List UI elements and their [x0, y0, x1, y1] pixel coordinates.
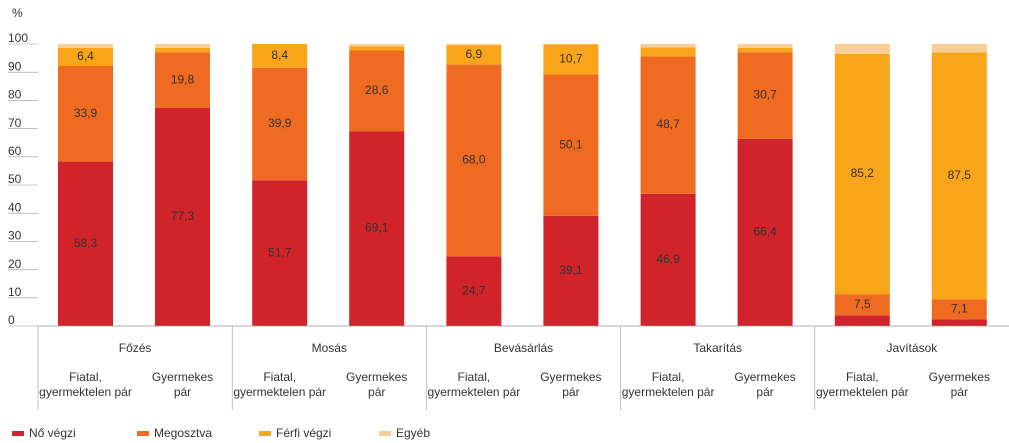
legend-label: Férfi végzi [276, 426, 331, 440]
data-label: 10,7 [559, 52, 583, 66]
y-axis-label: % [12, 6, 23, 20]
bar-segment [931, 319, 987, 326]
data-label: 8,4 [271, 48, 288, 62]
bar-segment [58, 44, 113, 48]
bar-segment [834, 44, 890, 54]
bar-segment [446, 256, 502, 326]
data-label: 7,1 [951, 301, 968, 315]
x-tick-label: Gyermekes pár [928, 370, 990, 399]
x-tick-label: Gyermekes pár [151, 370, 214, 399]
bar-segment [737, 44, 793, 48]
bar-segment [58, 65, 113, 162]
data-label: 51,7 [268, 245, 292, 259]
bar-segment [446, 45, 502, 65]
bar-segment [737, 47, 793, 53]
data-label: 24,7 [462, 283, 486, 297]
data-label: 39,1 [559, 263, 583, 277]
bar-segment [834, 315, 890, 326]
x-tick-label: Gyermekes pár [346, 370, 408, 399]
bar-segment [155, 44, 210, 48]
group-label: Javítások [887, 341, 939, 355]
bar-segment [640, 193, 696, 326]
bar-segment [349, 131, 405, 326]
bar-segment [252, 44, 308, 68]
y-tick-label: 70 [8, 116, 22, 130]
bar-segment [737, 52, 793, 139]
x-tick-label: Gyermekes pár [540, 370, 602, 399]
data-label: 6,4 [77, 49, 94, 63]
bar-segment [640, 47, 696, 57]
y-tick-label: 100 [8, 31, 28, 45]
legend-label: Egyéb [396, 426, 430, 440]
x-tick-label: Gyermekes pár [734, 370, 796, 399]
data-label: 66,4 [753, 225, 777, 239]
bar-segment [349, 46, 405, 51]
data-label: 19,8 [171, 72, 195, 86]
group-label: Bevásárlás [494, 341, 553, 355]
legend-label: Nő végzi [29, 426, 76, 440]
bar-segment [349, 44, 405, 47]
bar-segment [155, 108, 210, 326]
x-tick-label: Fiatal, gyermektelen pár [427, 370, 521, 399]
y-tick-label: 0 [8, 313, 15, 327]
data-label: 50,1 [559, 137, 583, 151]
data-label: 6,9 [466, 47, 483, 61]
y-tick-label: 40 [8, 200, 22, 214]
y-tick-label: 20 [8, 257, 22, 271]
data-label: 39,9 [268, 116, 292, 130]
bar-segment [252, 67, 308, 181]
data-label: 33,9 [74, 106, 98, 120]
bar-segment [640, 56, 696, 194]
bar-segment [155, 52, 210, 109]
x-tick-label: Fiatal, gyermektelen pár [233, 370, 327, 399]
bar-segment [58, 47, 113, 66]
y-tick-label: 80 [8, 88, 22, 102]
data-label: 28,6 [365, 83, 389, 97]
data-label: 77,3 [171, 209, 195, 223]
bar-segment [931, 44, 987, 53]
legend-swatch [379, 431, 391, 436]
data-label: 85,2 [851, 166, 875, 180]
bar-segment [446, 64, 502, 257]
data-label: 7,5 [854, 297, 871, 311]
bar-segment [58, 161, 113, 326]
bar-segment [931, 299, 987, 320]
group-label: Főzés [119, 341, 152, 355]
bar-segment [931, 52, 987, 300]
y-tick-label: 50 [8, 172, 22, 186]
bar-segment [737, 138, 793, 326]
y-tick-label: 10 [8, 285, 22, 299]
legend-swatch [137, 431, 149, 436]
group-label: Takarítás [693, 341, 742, 355]
bar-segment [543, 215, 599, 326]
bar-segment [252, 180, 308, 326]
data-label: 48,7 [656, 117, 680, 131]
y-tick-label: 60 [8, 144, 22, 158]
legend-label: Megosztva [154, 426, 212, 440]
bar-segment [834, 53, 890, 295]
bar-segment [543, 44, 599, 75]
bar-segment [155, 47, 210, 53]
data-label: 46,9 [656, 252, 680, 266]
bar-segment [640, 44, 696, 48]
legend-swatch [259, 431, 271, 436]
data-label: 30,7 [753, 88, 777, 102]
x-tick-label: Fiatal, gyermektelen pár [815, 370, 909, 399]
data-label: 69,1 [365, 221, 389, 235]
legend-swatch [12, 431, 24, 436]
bar-segment [543, 74, 599, 216]
y-tick-label: 90 [8, 59, 22, 73]
bar-segment [446, 44, 502, 46]
bar-segment [834, 294, 890, 316]
data-label: 68,0 [462, 153, 486, 167]
data-label: 58,3 [74, 236, 98, 250]
y-tick-label: 30 [8, 229, 22, 243]
group-label: Mosás [312, 341, 347, 355]
bar-segment [349, 50, 405, 132]
data-label: 87,5 [948, 168, 972, 182]
x-tick-label: Fiatal, gyermektelen pár [39, 370, 132, 399]
x-tick-label: Fiatal, gyermektelen pár [621, 370, 715, 399]
